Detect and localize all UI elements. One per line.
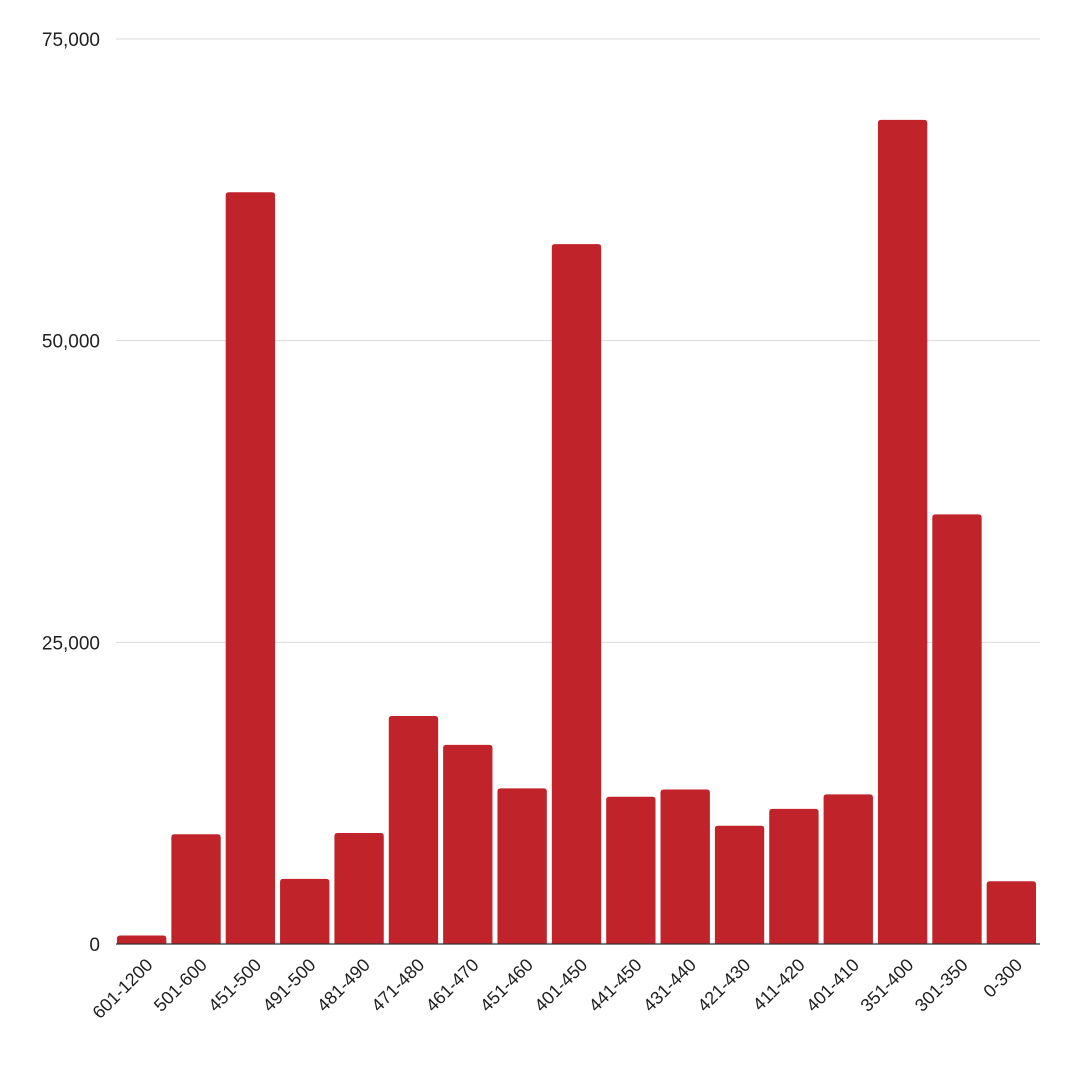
bar-431-440 xyxy=(660,789,710,944)
y-tick-label: 50,000 xyxy=(42,332,100,353)
x-tick-label: 471-480 xyxy=(367,955,428,1016)
y-tick-label: 25,000 xyxy=(42,633,100,654)
bar-0-300 xyxy=(986,881,1036,944)
y-axis: 0 25,000 50,000 75,000 xyxy=(42,30,100,956)
x-tick-label: 0-300 xyxy=(979,955,1026,1002)
x-tick-label: 601-1200 xyxy=(89,955,157,1023)
x-axis: 601-1200501-600451-500491-500481-490471-… xyxy=(89,943,1040,1023)
x-tick-label: 461-470 xyxy=(422,955,483,1016)
bar-411-420 xyxy=(769,808,819,944)
bar-471-480 xyxy=(388,715,439,944)
x-tick-label: 491-500 xyxy=(259,955,320,1016)
bar-301-350 xyxy=(932,514,982,944)
x-tick-label: 451-500 xyxy=(204,955,265,1016)
x-tick-label: 451-460 xyxy=(476,955,537,1016)
x-tick-label: 411-420 xyxy=(749,955,809,1015)
bar-401-450 xyxy=(551,244,602,945)
bar-441-450 xyxy=(606,796,656,944)
x-tick-label: 431-440 xyxy=(639,955,700,1016)
x-tick-label: 421-430 xyxy=(694,955,755,1016)
bar-491-500 xyxy=(280,878,330,944)
x-tick-label: 401-450 xyxy=(530,955,591,1016)
bar-451-460 xyxy=(497,788,547,944)
x-tick-label: 481-490 xyxy=(313,955,374,1016)
x-tick-label: 351-400 xyxy=(857,955,918,1016)
bar-451-500 xyxy=(225,192,276,944)
bar-461-470 xyxy=(443,744,493,944)
x-tick-label: 501-600 xyxy=(150,955,211,1016)
bar-351-400 xyxy=(877,119,928,944)
y-tick-label: 75,000 xyxy=(42,30,100,51)
x-tick-label: 441-450 xyxy=(585,955,646,1016)
y-tick-label: 0 xyxy=(89,935,100,956)
bar-401-410 xyxy=(823,794,873,944)
bar-481-490 xyxy=(334,832,384,944)
bar-421-430 xyxy=(714,825,765,944)
x-tick-label: 301-350 xyxy=(911,955,972,1016)
bar-501-600 xyxy=(171,834,221,944)
bars xyxy=(117,119,1036,945)
bar-601-1200 xyxy=(117,935,167,944)
x-tick-label: 401-410 xyxy=(802,955,863,1016)
